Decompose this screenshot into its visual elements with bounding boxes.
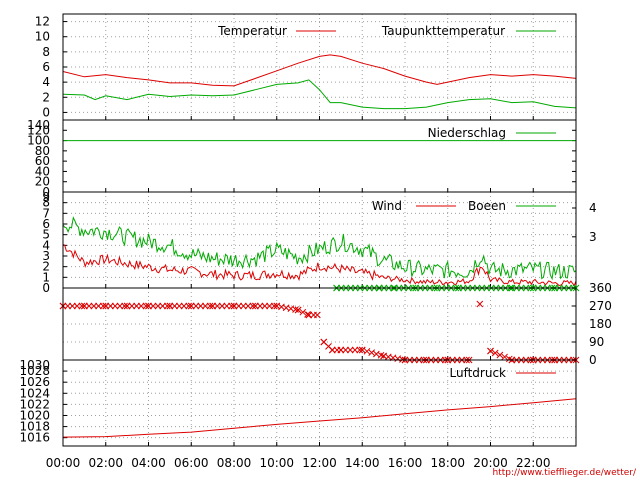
wind_direction-point bbox=[78, 302, 86, 310]
x-tick-label: 12:00 bbox=[302, 456, 337, 470]
wind_direction-y2-tick-label: 360 bbox=[589, 281, 612, 295]
precipitation-y-tick-label: 100 bbox=[27, 134, 50, 148]
pressure-series-line bbox=[62, 398, 577, 438]
pressure-y-tick-label: 1016 bbox=[19, 431, 50, 445]
wind_direction-y2-tick-label: 90 bbox=[589, 335, 604, 349]
wind_direction-point bbox=[270, 302, 278, 310]
wind_direction-point bbox=[491, 349, 499, 357]
wind_direction-point bbox=[487, 347, 494, 355]
wind_direction-y2-tick-label: 0 bbox=[589, 353, 597, 367]
temperature-y-tick-label: 2 bbox=[42, 90, 50, 104]
wind-series-line bbox=[62, 244, 577, 287]
x-tick-label: 00:00 bbox=[46, 456, 81, 470]
temperature-series-line bbox=[62, 54, 577, 87]
temperature-y-tick-label: 6 bbox=[42, 60, 50, 74]
temperature-panel bbox=[62, 13, 577, 121]
pressure-panel bbox=[62, 359, 577, 447]
x-tick-label: 04:00 bbox=[131, 456, 166, 470]
wind_direction-point bbox=[99, 302, 107, 310]
pressure-y-tick-label: 1024 bbox=[19, 386, 50, 400]
wind_direction-point bbox=[299, 308, 307, 316]
pressure-y-tick-label: 1022 bbox=[19, 397, 50, 411]
wind_direction-point bbox=[363, 347, 371, 355]
temperature-series-line bbox=[62, 79, 577, 110]
wind-y2-tick-label: 4 bbox=[589, 201, 597, 215]
wind-panel bbox=[62, 191, 577, 289]
wind_direction-y2-tick-label: 270 bbox=[589, 299, 612, 313]
wind_direction-panel bbox=[59, 284, 580, 364]
legend-label: Wind bbox=[372, 199, 402, 213]
x-tick-label: 16:00 bbox=[388, 456, 423, 470]
x-tick-label: 02:00 bbox=[88, 456, 123, 470]
wind-y-tick-label: 7 bbox=[42, 206, 50, 220]
temperature-y-tick-label: 4 bbox=[42, 75, 50, 89]
wind_direction-point bbox=[292, 306, 299, 313]
precipitation-y-tick-label: 140 bbox=[27, 118, 50, 132]
wind-series-line bbox=[62, 216, 577, 281]
legend-label: Boeen bbox=[468, 199, 506, 213]
wind-y-tick-label: 5 bbox=[42, 228, 50, 242]
wind_direction-point bbox=[377, 351, 385, 359]
wind-y-tick-label: 8 bbox=[42, 196, 50, 210]
wind_direction-point bbox=[356, 346, 364, 354]
pressure-y-tick-label: 1020 bbox=[19, 408, 50, 422]
wind_direction-point bbox=[368, 349, 376, 356]
precipitation-panel bbox=[62, 119, 577, 193]
wind_direction-point bbox=[121, 302, 128, 310]
pressure-y-tick-label: 1030 bbox=[19, 358, 50, 372]
wind-y-tick-label: 9 bbox=[42, 190, 50, 204]
pressure-y-tick-label: 1018 bbox=[19, 420, 50, 434]
source-url: http://www.tiefflieger.de/wetter/ bbox=[493, 468, 637, 478]
precipitation-y-tick-label: 40 bbox=[35, 164, 50, 178]
wind_direction-point bbox=[206, 302, 214, 310]
wind-y-tick-label: 3 bbox=[42, 249, 50, 263]
legend-label: Niederschlag bbox=[428, 126, 506, 140]
wind_direction-point bbox=[249, 302, 257, 310]
wind-y-tick-label: 6 bbox=[42, 217, 50, 231]
wind_direction-point bbox=[228, 302, 235, 310]
wind_direction-point bbox=[373, 350, 380, 358]
pressure-y-tick-label: 1026 bbox=[19, 375, 50, 389]
temperature-y-tick-label: 10 bbox=[35, 30, 50, 44]
temperature-y-tick-label: 12 bbox=[35, 15, 50, 29]
wind-y-tick-label: 0 bbox=[42, 281, 50, 295]
x-tick-label: 18:00 bbox=[430, 456, 465, 470]
wind-y2-tick-label: 3 bbox=[589, 230, 597, 244]
wind_direction-point bbox=[310, 311, 317, 319]
x-tick-label: 22:00 bbox=[516, 456, 551, 470]
pressure-y-tick-label: 1028 bbox=[19, 364, 50, 378]
legend-label: Temperatur bbox=[217, 24, 287, 38]
precipitation-y-tick-label: 80 bbox=[35, 144, 50, 158]
wind_direction-point bbox=[185, 302, 193, 310]
wind-y-tick-label: 2 bbox=[42, 260, 50, 274]
wind-y-tick-label: 1 bbox=[42, 270, 50, 284]
wind_direction-point bbox=[358, 346, 366, 354]
wind_direction-point bbox=[163, 302, 171, 310]
precipitation-y-tick-label: 20 bbox=[35, 175, 50, 189]
legend-label: Taupunkttemperatur bbox=[381, 24, 505, 38]
precipitation-y-tick-label: 120 bbox=[27, 123, 50, 137]
temperature-y-tick-label: 0 bbox=[42, 105, 50, 119]
wind_direction-y2-tick-label: 180 bbox=[589, 317, 612, 331]
precipitation-y-tick-label: 0 bbox=[42, 185, 50, 199]
wind_direction-point bbox=[496, 351, 504, 359]
legend-label: Luftdruck bbox=[449, 366, 506, 380]
x-tick-label: 08:00 bbox=[217, 456, 252, 470]
wind_direction-point bbox=[142, 302, 150, 310]
wind_direction-point bbox=[501, 353, 508, 361]
x-tick-label: 10:00 bbox=[259, 456, 294, 470]
wind_direction-point bbox=[294, 306, 302, 314]
pressure-frame bbox=[62, 359, 577, 447]
x-tick-label: 20:00 bbox=[473, 456, 508, 470]
wind-y-tick-label: 4 bbox=[42, 238, 50, 252]
wind_direction-point bbox=[476, 300, 484, 308]
x-tick-label: 14:00 bbox=[345, 456, 380, 470]
precipitation-y-tick-label: 60 bbox=[35, 154, 50, 168]
x-tick-label: 06:00 bbox=[174, 456, 209, 470]
temperature-y-tick-label: 8 bbox=[42, 45, 50, 59]
